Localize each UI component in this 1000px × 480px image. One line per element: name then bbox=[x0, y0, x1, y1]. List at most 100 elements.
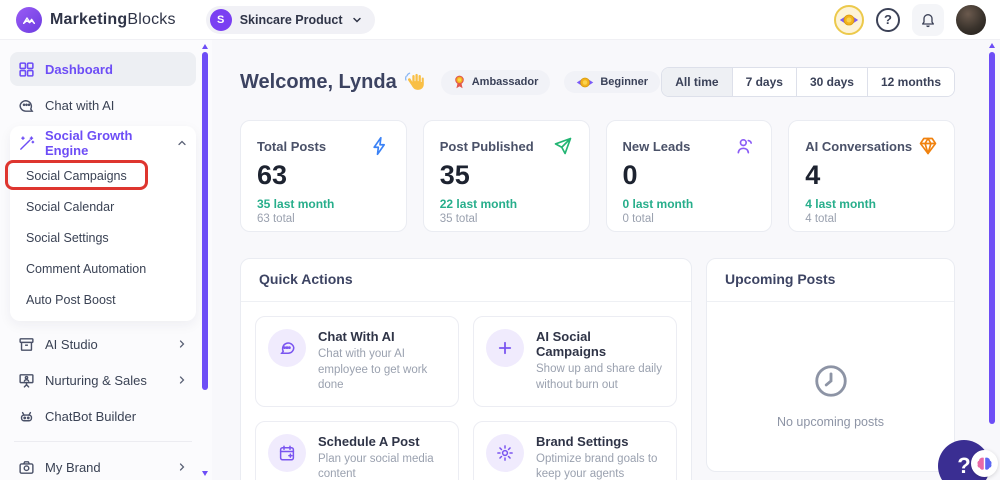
chevron-right-icon bbox=[176, 374, 188, 386]
main-scrollbar[interactable] bbox=[989, 40, 996, 480]
quick-action-title: Chat With AI bbox=[318, 329, 395, 344]
winged-medal-icon bbox=[577, 77, 594, 87]
lightning-icon bbox=[370, 136, 390, 156]
chat-icon bbox=[268, 329, 306, 367]
panel-title: Upcoming Posts bbox=[725, 271, 836, 287]
scroll-up-arrow-icon[interactable] bbox=[989, 43, 995, 48]
brand-logo-icon bbox=[16, 6, 42, 33]
sidebar-scrollbar[interactable] bbox=[202, 44, 209, 480]
stat-title: AI Conversations bbox=[805, 138, 913, 154]
stat-card-new-leads: New Leads 0 0 last month 0 total bbox=[605, 120, 773, 232]
grid-icon bbox=[18, 61, 35, 78]
main-scrollbar-thumb[interactable] bbox=[989, 52, 995, 424]
brand-name-bold: Marketing bbox=[50, 10, 128, 28]
quick-action-ai-social-campaigns[interactable]: AI Social Campaigns Show up and share da… bbox=[473, 316, 677, 407]
sidebar-subitem-label: Social Campaigns bbox=[26, 168, 127, 183]
stat-total: 63 total bbox=[257, 212, 295, 225]
stat-card-ai-conversations: AI Conversations 4 4 last month 4 total bbox=[788, 120, 955, 232]
sidebar-item-label: AI Studio bbox=[45, 336, 98, 352]
upcoming-posts-panel: Upcoming Posts No upcoming posts bbox=[706, 258, 955, 472]
filter-30-days[interactable]: 30 days bbox=[795, 68, 867, 96]
workspace-selector[interactable]: S Skincare Product bbox=[205, 5, 375, 34]
robot-icon bbox=[18, 408, 35, 425]
chevron-right-icon bbox=[176, 338, 188, 350]
sidebar-subitem-comment-automation[interactable]: Comment Automation bbox=[10, 253, 196, 284]
quick-action-brand-settings[interactable]: Brand Settings Optimize brand goals to k… bbox=[473, 420, 677, 480]
notifications-button[interactable] bbox=[912, 3, 944, 36]
winged-medal-icon bbox=[839, 14, 859, 25]
clock-icon bbox=[812, 362, 850, 400]
sidebar-subitem-social-calendar[interactable]: Social Calendar bbox=[10, 191, 196, 222]
camera-icon bbox=[18, 459, 35, 476]
sidebar-subitem-social-campaigns[interactable]: Social Campaigns bbox=[5, 160, 196, 191]
gear-icon bbox=[486, 433, 524, 472]
sidebar-item-label: Social Growth Engine bbox=[45, 128, 133, 158]
paper-plane-icon bbox=[553, 136, 573, 156]
user-icon bbox=[735, 136, 755, 156]
chat-icon bbox=[18, 97, 35, 114]
stat-value: 0 bbox=[622, 160, 638, 190]
sidebar-item-label: Chat with AI bbox=[45, 97, 115, 113]
workspace-name: Skincare Product bbox=[239, 12, 343, 27]
sidebar-subitem-social-settings[interactable]: Social Settings bbox=[10, 222, 196, 253]
stat-title: Total Posts bbox=[257, 138, 327, 154]
stat-delta: 35 last month bbox=[257, 196, 335, 211]
sidebar-item-nurturing-sales[interactable]: Nurturing & Sales bbox=[10, 363, 196, 397]
sidebar-item-chatbot-builder[interactable]: ChatBot Builder bbox=[10, 399, 196, 433]
plus-icon bbox=[486, 329, 524, 367]
sidebar-divider bbox=[14, 441, 192, 442]
bell-icon bbox=[922, 13, 934, 27]
stat-value: 63 bbox=[257, 160, 288, 190]
badge-ambassador: Ambassador bbox=[440, 69, 551, 95]
stat-total: 35 total bbox=[439, 212, 478, 225]
scroll-down-arrow-icon[interactable] bbox=[202, 471, 208, 476]
sidebar-item-chat-with-ai[interactable]: Chat with AI bbox=[10, 88, 196, 122]
brand-name-light: Blocks bbox=[127, 10, 176, 28]
presentation-icon bbox=[18, 372, 35, 389]
scroll-up-arrow-icon[interactable] bbox=[202, 44, 208, 49]
sidebar-item-label: Dashboard bbox=[45, 61, 113, 77]
sidebar-scrollbar-thumb[interactable] bbox=[202, 52, 208, 390]
welcome-row: Welcome, Lynda Ambassador Beginner All t… bbox=[240, 66, 955, 98]
top-bar: MarketingBlocks S Skincare Product ? bbox=[0, 0, 1000, 40]
stat-title: Post Published bbox=[439, 138, 534, 154]
badge-label: Beginner bbox=[600, 76, 649, 88]
sidebar: Dashboard Chat with AI Social Growth Eng… bbox=[0, 40, 212, 480]
quick-action-chat-with-ai[interactable]: Chat With AI Chat with your AI employee … bbox=[255, 316, 459, 407]
sidebar-item-ai-studio[interactable]: AI Studio bbox=[10, 327, 196, 361]
quick-action-description: Show up and share daily without burn out bbox=[536, 363, 662, 391]
quick-action-schedule-a-post[interactable]: Schedule A Post Plan your social media c… bbox=[255, 420, 459, 480]
quick-action-description: Chat with your AI employee to get work d… bbox=[318, 348, 428, 392]
ai-brain-button[interactable] bbox=[971, 450, 998, 477]
quick-action-title: Brand Settings bbox=[536, 433, 629, 449]
sidebar-item-social-growth-engine[interactable]: Social Growth Engine bbox=[10, 126, 196, 160]
rosette-medal-icon bbox=[454, 75, 464, 88]
stat-delta: 4 last month bbox=[805, 196, 876, 211]
filter-7-days[interactable]: 7 days bbox=[731, 68, 796, 96]
filter-12-months[interactable]: 12 months bbox=[866, 68, 954, 96]
stat-card-total-posts: Total Posts 63 35 last month 63 total bbox=[240, 120, 407, 232]
quick-action-description: Optimize brand goals to keep your agents… bbox=[536, 452, 658, 480]
sidebar-item-my-brand[interactable]: My Brand bbox=[10, 450, 196, 480]
sidebar-item-dashboard[interactable]: Dashboard bbox=[10, 52, 196, 86]
sidebar-subitem-label: Comment Automation bbox=[26, 261, 147, 276]
sidebar-subitem-label: Social Settings bbox=[26, 230, 109, 245]
help-button[interactable]: ? bbox=[876, 7, 900, 32]
user-avatar[interactable] bbox=[956, 4, 986, 35]
sidebar-item-label: Nurturing & Sales bbox=[45, 372, 147, 388]
time-filter-group: All time 7 days 30 days 12 months bbox=[661, 67, 955, 97]
panels-row: Quick Actions Chat With AI Chat with you… bbox=[240, 258, 955, 480]
calendar-plus-icon bbox=[268, 433, 306, 472]
filter-all-time[interactable]: All time bbox=[662, 68, 732, 96]
quick-action-description: Plan your social media content bbox=[318, 452, 434, 480]
sidebar-subitem-label: Social Calendar bbox=[26, 199, 115, 214]
rewards-medal-button[interactable] bbox=[834, 4, 864, 35]
quick-actions-panel: Quick Actions Chat With AI Chat with you… bbox=[240, 258, 692, 480]
topbar-actions: ? bbox=[834, 3, 986, 36]
chevron-right-icon bbox=[176, 461, 188, 473]
waving-hand-icon bbox=[404, 71, 427, 93]
stat-title: New Leads bbox=[622, 138, 691, 154]
badge-label: Ambassador bbox=[471, 76, 539, 88]
sidebar-subitem-auto-post-boost[interactable]: Auto Post Boost bbox=[10, 284, 196, 315]
gem-icon bbox=[918, 136, 938, 156]
